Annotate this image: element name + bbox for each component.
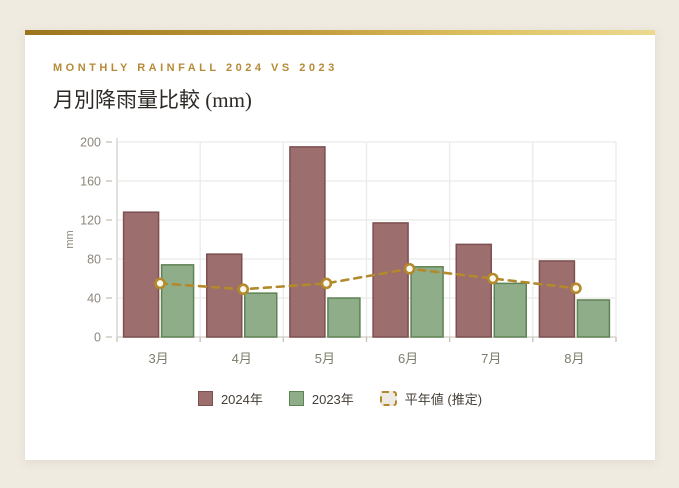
normal-value-marker-3月 [154,277,166,290]
x-tick-label: 4月 [232,351,252,366]
legend-label-normal: 平年値 (推定) [404,392,483,407]
normal-value-marker-5月 [320,277,333,290]
normal-value-line [158,267,578,291]
bar-2023年-5月 [327,297,361,338]
legend-swatch-normal-dashed-icon [379,391,397,406]
y-axis-title: mm [64,230,76,248]
eyebrow-label: MONTHLY RAINFALL 2024 VS 2023 [53,62,338,74]
legend-swatch-2024 [197,391,213,406]
bar-2024年-7月 [455,243,492,338]
bar-2023年-8月 [576,299,611,338]
legend-item-2023: 2023年 [288,389,354,408]
bar-2024年-8月 [538,260,576,338]
x-tick-label: 8月 [564,351,584,366]
bar-2023年-4月 [244,292,278,338]
x-tick-label: 5月 [315,351,335,366]
x-tick-label: 3月 [148,351,168,366]
legend-label-2023: 2023年 [311,392,354,407]
rainfall-card: MONTHLY RAINFALL 2024 VS 2023 月別降雨量比較 (m… [25,30,655,460]
normal-value-marker-8月 [570,282,582,295]
bar-2023年-3月 [160,264,195,338]
legend-label-2024: 2024年 [220,392,263,407]
y-tick-label: 200 [80,136,101,150]
chart-canvas: 0 40 80 120 160 200 3月 4月 5月 6月 7月 8月 mm [64,136,617,366]
chart-legend: 2024年 2023年 平年値 (推定) [25,389,655,408]
legend-item-normal: 平年値 (推定) [379,389,483,408]
bar-2024年-4月 [206,253,243,338]
y-tick-label: 80 [87,253,101,267]
bar-2023年-7月 [493,282,527,338]
bar-2024年-5月 [289,146,326,338]
y-tick-label: 160 [80,175,101,189]
x-tick-label: 7月 [481,351,501,366]
card-header: MONTHLY RAINFALL 2024 VS 2023 月別降雨量比較 (m… [25,35,655,113]
legend-swatch-2023 [288,391,304,406]
y-tick-label: 40 [87,292,101,306]
normal-value-marker-6月 [403,262,416,275]
normal-value-marker-4月 [237,283,250,296]
page-title: 月別降雨量比較 (mm) [53,88,252,112]
legend-item-2024: 2024年 [197,389,263,408]
bar-2023年-6月 [410,266,444,338]
bar-2024年-3月 [122,211,160,338]
y-tick-label: 120 [80,214,101,228]
card-top-accent [25,30,655,35]
y-tick-label: 0 [94,331,101,345]
bar-2024年-6月 [372,222,409,338]
x-tick-label: 6月 [398,351,418,366]
normal-value-marker-7月 [486,272,499,285]
rainfall-chart: 0 40 80 120 160 200 3月 4月 5月 6月 7月 8月 mm [60,130,655,387]
